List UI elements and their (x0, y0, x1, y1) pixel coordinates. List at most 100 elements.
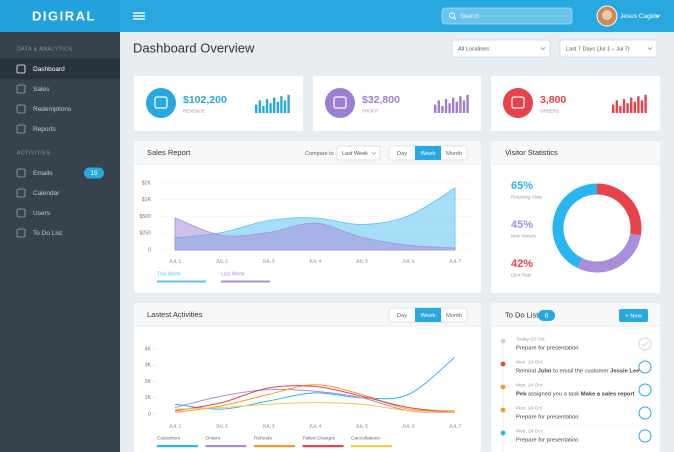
kpi-sparkbar (441, 106, 444, 113)
y-tick-label: 0 (148, 411, 151, 417)
legend-swatch (205, 445, 247, 448)
tab-active[interactable] (415, 146, 441, 160)
sidebar-item[interactable]: Reports (33, 126, 57, 133)
kpi-sparkbar (462, 100, 466, 113)
sidebar-item[interactable]: Dashboard (33, 66, 65, 73)
legend-label: Last Week (221, 271, 245, 277)
todo-text: Pek assigned you a task Make a sales rep… (516, 391, 635, 397)
menu-icon-bar[interactable] (133, 18, 145, 20)
kpi-icon-glyph (154, 96, 168, 109)
todo-checkbox[interactable] (638, 337, 652, 351)
area (174, 217, 456, 251)
kpi-sparkbar (273, 97, 276, 113)
x-tick-label: JUL 6 (402, 423, 415, 429)
sidebar-badge-count: 15 (90, 170, 98, 177)
y-tick-label: 1K (145, 395, 152, 401)
tab[interactable]: Day (397, 151, 407, 157)
y-tick-label: 4K (145, 346, 152, 352)
kpi-sparkbar (269, 103, 272, 113)
tab-active[interactable] (415, 308, 441, 322)
kpi-card (313, 76, 481, 131)
line (174, 402, 456, 413)
menu-icon-bar[interactable] (133, 12, 145, 14)
todo-count: 6 (545, 313, 549, 320)
x-tick-label: JUL 2 (215, 423, 228, 429)
todo-checkbox[interactable] (638, 406, 652, 420)
kpi-sparkbar (459, 96, 462, 113)
filter-dropdown[interactable] (451, 39, 551, 58)
compare-select-label: Last Week (342, 151, 368, 157)
filter-dropdown[interactable] (559, 39, 658, 58)
todo-checkbox[interactable] (638, 360, 652, 374)
compare-label: Compare to (305, 151, 334, 157)
search-box[interactable] (441, 7, 573, 25)
legend-label: Refunds (254, 435, 272, 441)
todo-card (491, 303, 660, 452)
filter-label: All Locations (458, 46, 489, 52)
menu-icon-bar[interactable] (133, 15, 145, 17)
kpi-sparkbar (444, 99, 448, 113)
card-header (491, 141, 660, 164)
kpi-label: REVENUE (183, 109, 205, 114)
x-tick-label: JUL 1 (169, 423, 182, 429)
sidebar-icon (16, 84, 26, 94)
tab[interactable]: Month (446, 313, 462, 319)
sidebar-item[interactable]: Calendar (33, 190, 60, 197)
legend-label: Orders (206, 435, 221, 441)
sidebar-item[interactable]: Users (33, 210, 51, 217)
donut-segment (596, 183, 642, 236)
donut-segment (577, 233, 641, 273)
y-tick-label: 2K (145, 379, 152, 385)
sidebar-item[interactable]: To Do List (33, 230, 62, 237)
sidebar-section-title: ACTIVITIES (17, 150, 50, 156)
activities-card (134, 303, 481, 452)
kpi-icon (146, 88, 176, 118)
sidebar-item[interactable]: Emails (33, 170, 53, 177)
line (174, 385, 456, 413)
kpi-sparkbar (612, 104, 615, 113)
compare-select[interactable] (336, 145, 381, 161)
tab[interactable]: Month (446, 151, 462, 157)
sidebar-item[interactable]: Redemptions (33, 106, 72, 113)
x-tick-label: JUL 4 (309, 258, 322, 264)
y-tick-label: $250 (139, 231, 151, 237)
todo-checkbox[interactable] (638, 383, 652, 397)
legend-label: Customers (157, 435, 181, 441)
kpi-card (491, 76, 660, 131)
stat-value: 42% (511, 258, 533, 270)
kpi-sparkbar (455, 101, 458, 113)
todo-text-segment: to email the customer (551, 368, 610, 374)
sidebar-item[interactable]: Sales (33, 86, 50, 93)
stat-label: Click Rate (511, 273, 532, 278)
tab[interactable]: Week (421, 313, 436, 319)
stat-label: Returning Visits (511, 195, 543, 200)
new-button-label[interactable]: + New (625, 314, 642, 320)
tab[interactable]: Week (421, 151, 436, 157)
y-tick-label: $500 (139, 214, 151, 220)
stat-value: 65% (511, 180, 533, 192)
todo-date: Today-23 Oct (516, 336, 545, 342)
sidebar-badge (84, 167, 104, 179)
kpi-sparkbar (637, 96, 640, 113)
x-tick-label: JUL 5 (355, 423, 368, 429)
todo-dot (500, 407, 506, 413)
card-title: Lastest Activities (147, 310, 203, 319)
todo-checkbox[interactable] (638, 429, 652, 443)
sidebar-icon (16, 188, 26, 198)
kpi-icon-glyph (511, 96, 525, 109)
line (174, 356, 456, 410)
kpi-value: 3,800 (540, 94, 566, 106)
y-tick-label: $2K (142, 180, 152, 186)
tab[interactable]: Day (397, 313, 407, 319)
x-tick-label: JUL 6 (402, 258, 415, 264)
search-icon-handle (453, 17, 457, 20)
x-tick-label: JUL 1 (169, 258, 182, 264)
kpi-sparkbar (644, 94, 647, 113)
user-name[interactable]: Jesus Cagide (620, 13, 660, 20)
new-button[interactable] (619, 309, 648, 322)
y-tick-label: 3K (145, 363, 152, 369)
kpi-sparkbar (448, 103, 451, 113)
legend-label: Failed Charges (303, 435, 336, 441)
